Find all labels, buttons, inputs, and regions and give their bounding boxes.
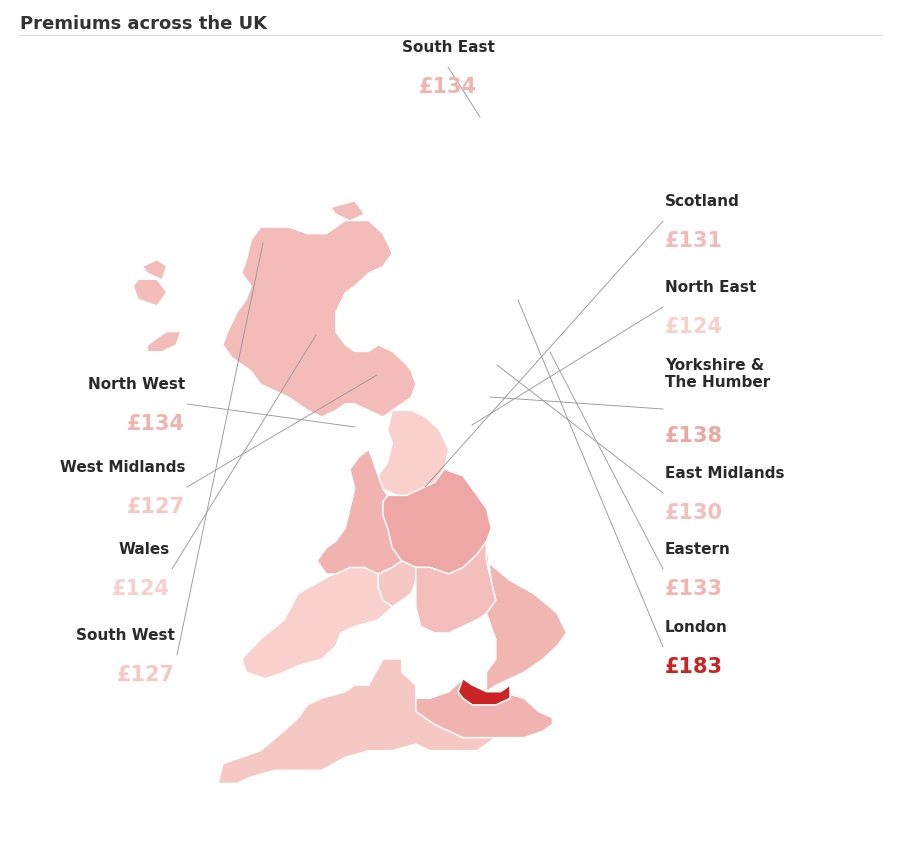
Text: West Midlands: West Midlands [59, 460, 185, 475]
Polygon shape [331, 201, 364, 221]
Text: £127: £127 [127, 497, 185, 516]
Polygon shape [382, 470, 491, 574]
Text: £183: £183 [665, 657, 723, 676]
Polygon shape [223, 221, 416, 417]
Polygon shape [487, 541, 566, 692]
Text: Scotland: Scotland [665, 195, 740, 209]
Polygon shape [416, 679, 553, 738]
Text: Wales: Wales [119, 542, 170, 557]
Polygon shape [148, 332, 181, 351]
Text: £127: £127 [117, 664, 175, 685]
Text: North East: North East [665, 280, 756, 295]
Polygon shape [242, 561, 416, 679]
Polygon shape [378, 561, 416, 606]
Text: Yorkshire &
The Humber: Yorkshire & The Humber [665, 358, 770, 389]
Text: £124: £124 [112, 579, 170, 599]
Polygon shape [218, 659, 496, 784]
Text: £138: £138 [665, 426, 723, 446]
Text: £134: £134 [419, 77, 477, 97]
Text: North West: North West [88, 377, 185, 393]
Text: Eastern: Eastern [665, 542, 731, 557]
Text: £134: £134 [127, 413, 185, 433]
Text: £124: £124 [665, 317, 723, 336]
Text: South East: South East [401, 41, 494, 55]
Text: Premiums across the UK: Premiums across the UK [20, 15, 267, 33]
Polygon shape [133, 279, 166, 305]
Text: London: London [665, 620, 728, 635]
Polygon shape [458, 679, 510, 705]
Text: £133: £133 [665, 579, 723, 599]
Text: East Midlands: East Midlands [665, 466, 785, 481]
Polygon shape [378, 410, 449, 496]
Text: £130: £130 [665, 503, 723, 522]
Text: £131: £131 [665, 231, 723, 251]
Text: South West: South West [76, 628, 175, 644]
Polygon shape [378, 541, 496, 633]
Polygon shape [317, 450, 401, 574]
Polygon shape [143, 260, 166, 279]
